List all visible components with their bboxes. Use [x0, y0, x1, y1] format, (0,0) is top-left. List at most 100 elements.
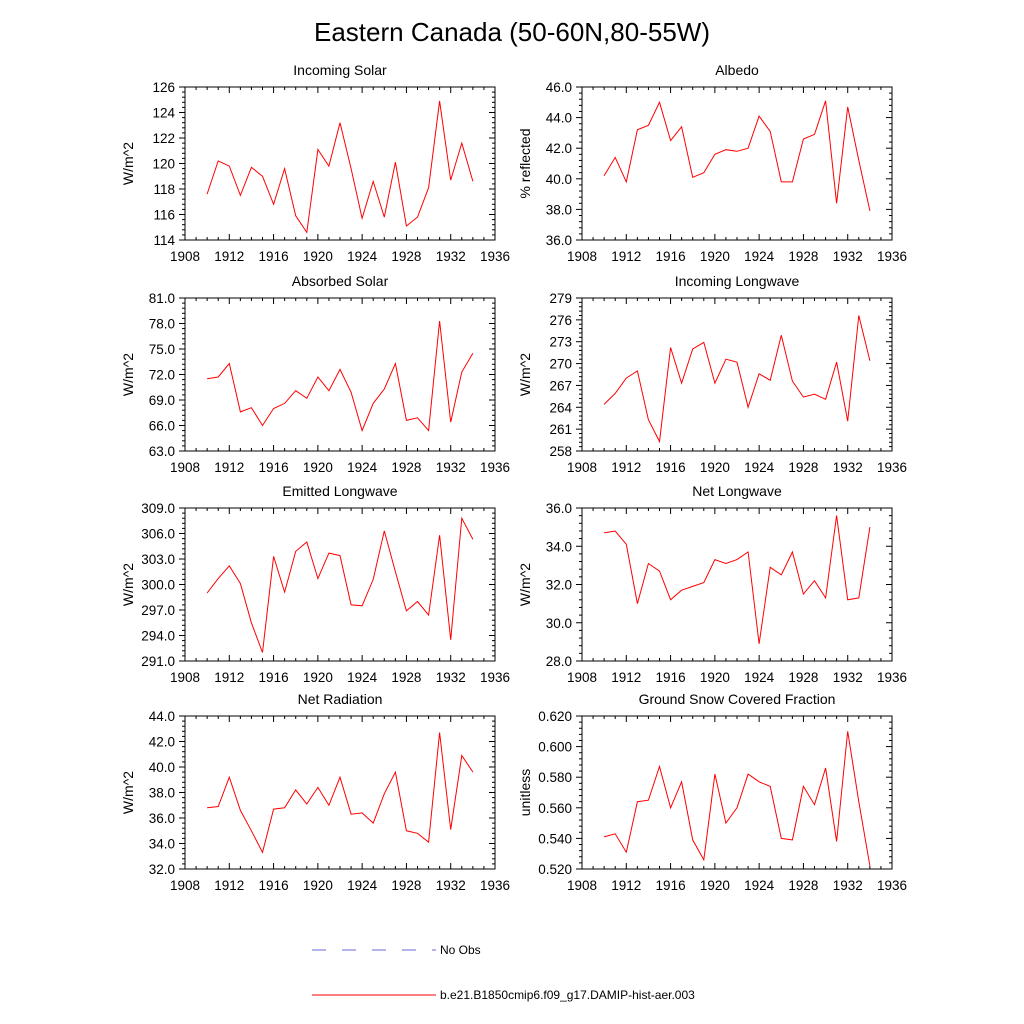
x-tick-label: 1916	[259, 878, 289, 893]
y-tick-label: 42.0	[546, 141, 572, 156]
x-tick-label: 1928	[391, 878, 421, 893]
y-tick-label: 297.0	[141, 603, 175, 618]
y-tick-label: 75.0	[149, 342, 175, 357]
y-tick-label: 300.0	[141, 578, 175, 593]
x-tick-label: 1920	[303, 878, 333, 893]
x-tick-label: 1916	[259, 249, 289, 264]
x-tick-label: 1936	[877, 249, 907, 264]
x-tick-label: 1924	[744, 878, 775, 893]
x-tick-label: 1912	[611, 249, 641, 264]
legend-label-no-obs: No Obs	[440, 943, 481, 957]
y-axis-label: W/m^2	[120, 563, 136, 606]
x-tick-label: 1924	[347, 878, 378, 893]
x-tick-label: 1932	[436, 460, 466, 475]
y-axis-label: W/m^2	[120, 142, 136, 185]
x-tick-label: 1912	[611, 460, 641, 475]
y-tick-label: 66.0	[149, 419, 175, 434]
x-tick-label: 1924	[744, 249, 775, 264]
plot-frame	[581, 86, 893, 241]
y-tick-label: 40.0	[546, 172, 572, 187]
x-tick-label: 1908	[567, 670, 597, 685]
y-tick-label: 0.540	[538, 831, 572, 846]
x-tick-label: 1928	[391, 460, 421, 475]
plot-frame	[184, 715, 496, 870]
x-tick-label: 1920	[303, 670, 333, 685]
y-tick-label: 114	[153, 233, 175, 248]
x-tick-label: 1928	[391, 249, 421, 264]
y-axis-label: W/m^2	[120, 771, 136, 814]
panel-title: Net Radiation	[298, 691, 383, 707]
x-tick-label: 1916	[656, 878, 686, 893]
x-tick-label: 1932	[833, 878, 863, 893]
panel-title: Albedo	[715, 62, 759, 78]
series-line	[207, 320, 474, 433]
x-tick-label: 1936	[480, 460, 510, 475]
y-tick-label: 63.0	[149, 444, 175, 459]
x-tick-label: 1932	[833, 460, 863, 475]
series-line	[603, 315, 871, 444]
x-tick-label: 1932	[833, 670, 863, 685]
chart-panel: 1908 1912 1916 1920 1924 1928 1932 1936 291.0 294…	[120, 483, 510, 685]
y-tick-label: 291.0	[141, 654, 175, 669]
y-axis-label: % reflected	[517, 128, 533, 198]
y-tick-label: 69.0	[149, 393, 175, 408]
y-tick-label: 34.0	[546, 539, 572, 554]
x-tick-label: 1932	[436, 878, 466, 893]
x-tick-label: 1912	[611, 670, 641, 685]
figure-title: Eastern Canada (50-60N,80-55W)	[314, 17, 710, 47]
y-tick-label: 44.0	[149, 709, 175, 724]
y-tick-label: 0.560	[538, 801, 572, 816]
panel-title: Emitted Longwave	[282, 483, 397, 499]
legend-label-model: b.e21.B1850cmip6.f09_g17.DAMIP-hist-aer.…	[440, 988, 695, 1002]
x-tick-label: 1924	[347, 670, 378, 685]
y-tick-label: 44.0	[546, 111, 572, 126]
x-tick-label: 1908	[170, 460, 200, 475]
x-tick-label: 1936	[877, 460, 907, 475]
y-tick-label: 124	[152, 106, 175, 121]
series-line	[207, 732, 474, 854]
x-tick-label: 1928	[788, 249, 818, 264]
y-tick-label: 36.0	[149, 811, 175, 826]
y-axis-label: W/m^2	[517, 353, 533, 396]
chart-panel: 1908 1912 1916 1920 1924 1928 1932 1936 32.0 34.0…	[120, 691, 510, 893]
panels-group: 1908 1912 1916 1920 1924 1928 1932 1936 114 116 11…	[120, 62, 907, 893]
y-tick-label: 270	[549, 357, 572, 372]
y-axis-label: unitless	[517, 769, 533, 816]
y-tick-label: 309.0	[141, 501, 175, 516]
chart-panel: 1908 1912 1916 1920 1924 1928 1932 1936 63.0 66.0…	[120, 273, 510, 475]
y-tick-label: 40.0	[149, 760, 175, 775]
x-tick-label: 1916	[259, 460, 289, 475]
y-axis-label: W/m^2	[120, 353, 136, 396]
x-tick-label: 1916	[259, 670, 289, 685]
chart-panel: 1908 1912 1916 1920 1924 1928 1932 1936 36.0 38.0…	[517, 62, 907, 264]
y-tick-label: 261	[549, 422, 572, 437]
y-tick-label: 46.0	[546, 80, 572, 95]
y-tick-label: 72.0	[149, 368, 175, 383]
y-tick-label: 36.0	[546, 233, 572, 248]
y-axis-label: W/m^2	[517, 563, 533, 606]
x-tick-label: 1928	[788, 460, 818, 475]
x-tick-label: 1908	[170, 249, 200, 264]
y-tick-label: 42.0	[149, 735, 175, 750]
y-tick-label: 30.0	[546, 616, 572, 631]
y-tick-label: 28.0	[546, 654, 572, 669]
y-tick-label: 279	[549, 291, 572, 306]
x-tick-label: 1920	[303, 460, 333, 475]
series-line	[206, 100, 474, 234]
y-tick-label: 303.0	[141, 552, 175, 567]
x-tick-label: 1920	[700, 670, 730, 685]
y-tick-label: 32.0	[546, 578, 572, 593]
y-tick-label: 122	[152, 131, 175, 146]
x-tick-label: 1924	[347, 460, 378, 475]
x-tick-label: 1936	[480, 249, 510, 264]
y-tick-label: 81.0	[149, 291, 175, 306]
y-tick-label: 32.0	[149, 862, 175, 877]
legend: No Obs b.e21.B1850cmip6.f09_g17.DAMIP-hi…	[312, 943, 695, 1002]
x-tick-label: 1912	[611, 878, 641, 893]
plot-frame	[184, 507, 496, 662]
series-line	[603, 731, 871, 866]
x-tick-label: 1920	[303, 249, 333, 264]
plot-frame	[581, 297, 893, 452]
x-tick-label: 1928	[391, 670, 421, 685]
